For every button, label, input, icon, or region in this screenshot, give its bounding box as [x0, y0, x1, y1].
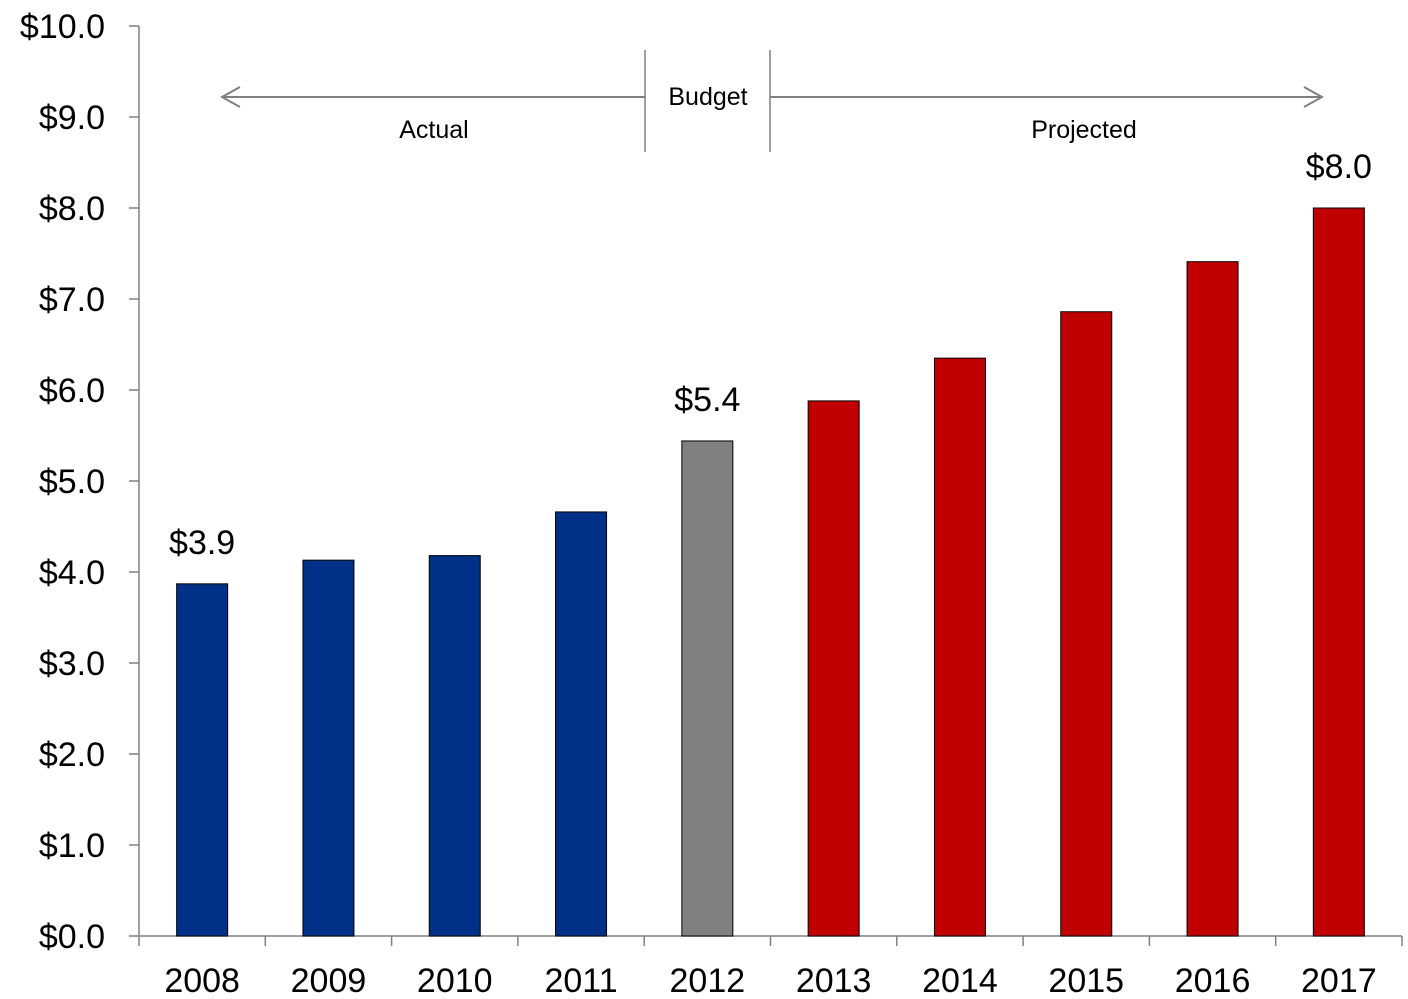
data-label-2017: $8.0 — [1306, 148, 1372, 186]
bar-2015 — [1061, 312, 1112, 936]
x-tick-label: 2012 — [670, 962, 746, 999]
y-tick-label: $7.0 — [39, 281, 105, 319]
period-annotations: Actual Budget Projected — [222, 50, 1322, 152]
bar-2009 — [303, 560, 354, 936]
data-label-2012: $5.4 — [674, 381, 740, 419]
y-tick-label: $8.0 — [39, 190, 105, 228]
x-tick-label: 2009 — [291, 962, 367, 999]
x-tick-label: 2013 — [796, 962, 872, 999]
projected-label: Projected — [1031, 116, 1137, 144]
x-tick-label: 2008 — [164, 962, 240, 999]
x-tick-label: 2010 — [417, 962, 493, 999]
budget-label: Budget — [668, 83, 747, 111]
bar-2017 — [1313, 208, 1364, 936]
x-tick-label: 2016 — [1175, 962, 1251, 999]
x-tick-label: 2011 — [544, 962, 617, 999]
x-tick-label: 2017 — [1301, 962, 1377, 999]
bar-2013 — [808, 401, 859, 936]
y-tick-label: $6.0 — [39, 372, 105, 410]
bars — [177, 208, 1365, 936]
y-tick-label: $4.0 — [39, 554, 105, 592]
x-tick-label: 2014 — [922, 962, 998, 999]
bar-2016 — [1187, 262, 1238, 936]
y-tick-label: $10.0 — [20, 8, 105, 46]
y-tick-label: $2.0 — [39, 736, 105, 774]
actual-label: Actual — [399, 116, 468, 144]
y-tick-label: $5.0 — [39, 463, 105, 501]
bar-2011 — [556, 512, 607, 936]
projected-arrow — [770, 87, 1322, 107]
bar-2008 — [177, 584, 228, 936]
y-tick-label: $9.0 — [39, 99, 105, 137]
data-label-2008: $3.9 — [169, 524, 235, 562]
bar-2014 — [934, 358, 985, 936]
y-tick-label: $0.0 — [39, 918, 105, 956]
x-tick-label: 2015 — [1048, 962, 1124, 999]
y-tick-label: $3.0 — [39, 645, 105, 683]
actual-arrow — [222, 87, 645, 107]
bar-2012 — [682, 441, 733, 936]
bar-2010 — [429, 556, 480, 936]
y-tick-label: $1.0 — [39, 827, 105, 865]
